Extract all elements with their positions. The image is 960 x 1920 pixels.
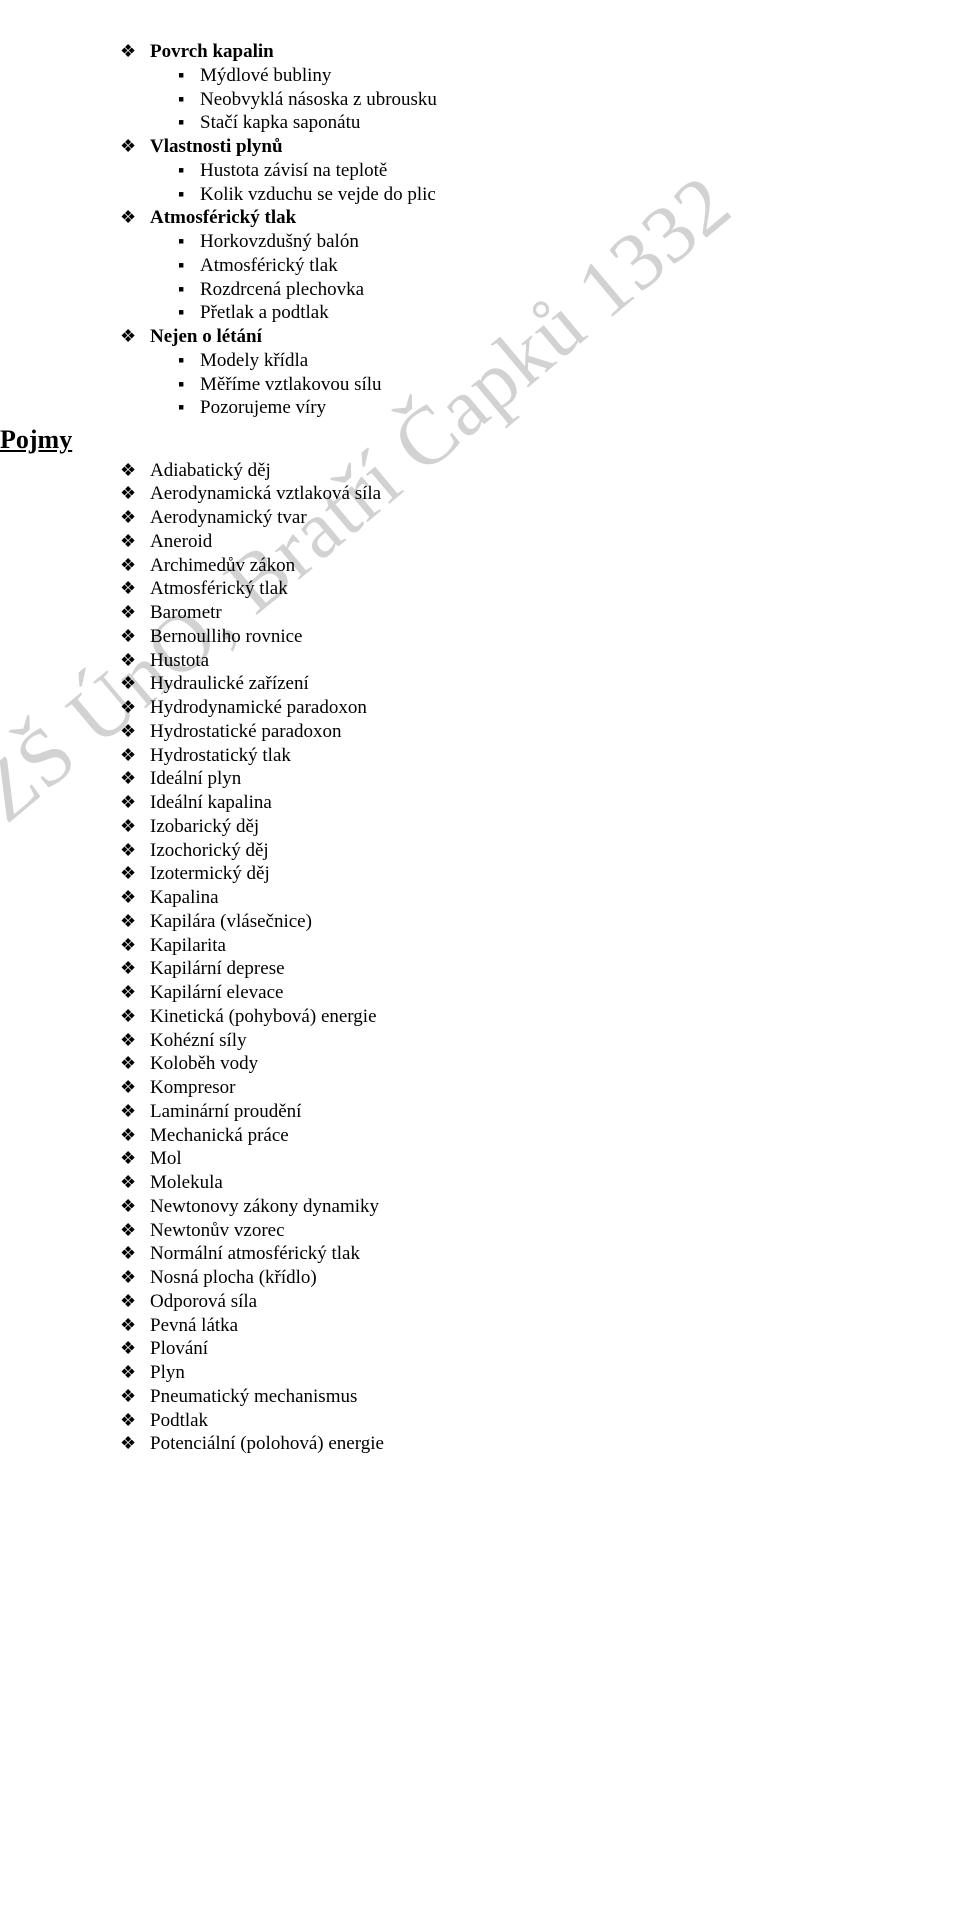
pojmy-item: Hydrostatický tlak bbox=[100, 744, 890, 768]
pojmy-item: Ideální plyn bbox=[100, 767, 890, 791]
subsection-item: Přetlak a podtlak bbox=[100, 301, 890, 325]
section-item: Atmosférický tlak bbox=[100, 206, 890, 230]
pojmy-item: Izobarický děj bbox=[100, 815, 890, 839]
section-item: Vlastnosti plynů bbox=[100, 135, 890, 159]
subsection-wrap: Horkovzdušný balónAtmosférický tlakRozdr… bbox=[100, 230, 890, 325]
pojmy-heading: Pojmy bbox=[0, 424, 890, 457]
subsection-list: Mýdlové bublinyNeobvyklá násoska z ubrou… bbox=[100, 64, 890, 135]
pojmy-item: Hydraulické zařízení bbox=[100, 672, 890, 696]
pojmy-item: Molekula bbox=[100, 1171, 890, 1195]
subsection-item: Hustota závisí na teplotě bbox=[100, 159, 890, 183]
subsection-item: Neobvyklá násoska z ubrousku bbox=[100, 88, 890, 112]
subsection-item: Rozdrcená plechovka bbox=[100, 278, 890, 302]
pojmy-item: Archimedův zákon bbox=[100, 554, 890, 578]
pojmy-item: Plyn bbox=[100, 1361, 890, 1385]
pojmy-item: Kohézní síly bbox=[100, 1029, 890, 1053]
pojmy-item: Plování bbox=[100, 1337, 890, 1361]
subsection-list: Hustota závisí na teplotěKolik vzduchu s… bbox=[100, 159, 890, 207]
section-item: Nejen o létání bbox=[100, 325, 890, 349]
pojmy-item: Newtonovy zákony dynamiky bbox=[100, 1195, 890, 1219]
section-item: Povrch kapalin bbox=[100, 40, 890, 64]
section-title: Povrch kapalin bbox=[150, 41, 274, 62]
pojmy-item: Podtlak bbox=[100, 1409, 890, 1433]
subsection-wrap: Mýdlové bublinyNeobvyklá násoska z ubrou… bbox=[100, 64, 890, 135]
pojmy-list: Adiabatický dějAerodynamická vztlaková s… bbox=[100, 459, 890, 1457]
pojmy-item: Odporová síla bbox=[100, 1290, 890, 1314]
subsection-wrap: Hustota závisí na teplotěKolik vzduchu s… bbox=[100, 159, 890, 207]
pojmy-item: Koloběh vody bbox=[100, 1052, 890, 1076]
subsection-item: Horkovzdušný balón bbox=[100, 230, 890, 254]
pojmy-item: Kapilární elevace bbox=[100, 981, 890, 1005]
subsection-item: Pozorujeme víry bbox=[100, 396, 890, 420]
pojmy-item: Kapilára (vlásečnice) bbox=[100, 910, 890, 934]
pojmy-item: Mol bbox=[100, 1147, 890, 1171]
section-title: Vlastnosti plynů bbox=[150, 136, 283, 157]
subsection-wrap: Modely křídlaMěříme vztlakovou síluPozor… bbox=[100, 349, 890, 420]
pojmy-item: Pevná látka bbox=[100, 1314, 890, 1338]
pojmy-item: Izochorický děj bbox=[100, 839, 890, 863]
pojmy-item: Hydrostatické paradoxon bbox=[100, 720, 890, 744]
pojmy-item: Aerodynamický tvar bbox=[100, 506, 890, 530]
pojmy-item: Aneroid bbox=[100, 530, 890, 554]
document-page: ZŠ ÚnO, Bratří Čapků 1332 Povrch kapalin… bbox=[0, 0, 960, 1516]
pojmy-item: Kapalina bbox=[100, 886, 890, 910]
content: Povrch kapalinMýdlové bublinyNeobvyklá n… bbox=[100, 40, 890, 1456]
subsection-list: Modely křídlaMěříme vztlakovou síluPozor… bbox=[100, 349, 890, 420]
pojmy-item: Barometr bbox=[100, 601, 890, 625]
pojmy-item: Bernoulliho rovnice bbox=[100, 625, 890, 649]
pojmy-item: Kapilarita bbox=[100, 934, 890, 958]
subsection-item: Měříme vztlakovou sílu bbox=[100, 373, 890, 397]
pojmy-item: Atmosférický tlak bbox=[100, 577, 890, 601]
subsection-item: Mýdlové bubliny bbox=[100, 64, 890, 88]
pojmy-item: Pneumatický mechanismus bbox=[100, 1385, 890, 1409]
section-title: Atmosférický tlak bbox=[150, 207, 296, 228]
pojmy-item: Aerodynamická vztlaková síla bbox=[100, 482, 890, 506]
pojmy-item: Hydrodynamické paradoxon bbox=[100, 696, 890, 720]
subsection-item: Stačí kapka saponátu bbox=[100, 111, 890, 135]
pojmy-item: Hustota bbox=[100, 649, 890, 673]
section-title: Nejen o létání bbox=[150, 326, 262, 347]
subsection-item: Atmosférický tlak bbox=[100, 254, 890, 278]
pojmy-item: Kompresor bbox=[100, 1076, 890, 1100]
subsection-item: Modely křídla bbox=[100, 349, 890, 373]
pojmy-item: Potenciální (polohová) energie bbox=[100, 1432, 890, 1456]
pojmy-item: Newtonův vzorec bbox=[100, 1219, 890, 1243]
pojmy-item: Laminární proudění bbox=[100, 1100, 890, 1124]
pojmy-item: Ideální kapalina bbox=[100, 791, 890, 815]
pojmy-item: Adiabatický děj bbox=[100, 459, 890, 483]
pojmy-item: Kinetická (pohybová) energie bbox=[100, 1005, 890, 1029]
pojmy-item: Nosná plocha (křídlo) bbox=[100, 1266, 890, 1290]
top-sections-list: Povrch kapalinMýdlové bublinyNeobvyklá n… bbox=[100, 40, 890, 420]
pojmy-item: Izotermický děj bbox=[100, 862, 890, 886]
pojmy-item: Normální atmosférický tlak bbox=[100, 1242, 890, 1266]
pojmy-item: Mechanická práce bbox=[100, 1124, 890, 1148]
subsection-item: Kolik vzduchu se vejde do plic bbox=[100, 183, 890, 207]
subsection-list: Horkovzdušný balónAtmosférický tlakRozdr… bbox=[100, 230, 890, 325]
pojmy-item: Kapilární deprese bbox=[100, 957, 890, 981]
